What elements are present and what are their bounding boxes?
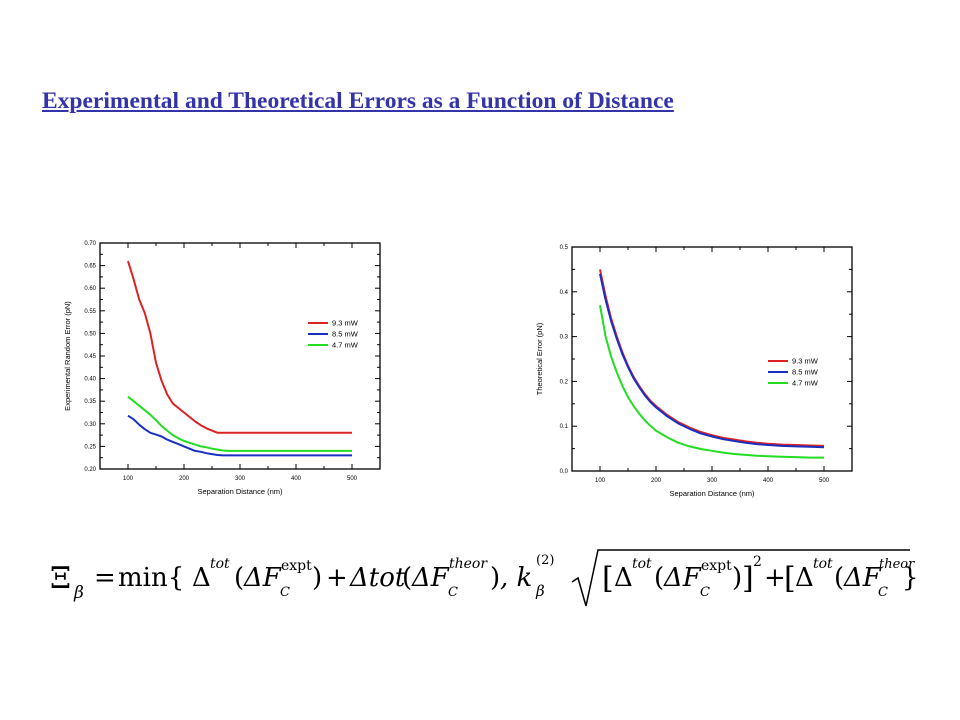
theo-x-tick-label: 400 [763,478,774,484]
page-title: Experimental and Theoretical Errors as a… [42,88,674,114]
formula-sub-c-4: C [878,585,888,600]
formula-paren-open-1: ( [234,563,244,593]
formula-tot-sup-1: tot [210,556,230,572]
exp-series-line-9-3-mw [127,260,352,434]
formula-lhs-sub: β [73,583,84,603]
theo-y-tick-label: 0.5 [560,245,569,251]
formula-lhs-symbol: Ξ [50,561,71,596]
formula-sub-c-3: C [700,585,710,600]
formula-sup-theor-2: theor [879,557,915,572]
theo-legend-label: 4.7 mW [792,379,819,388]
formula-plus-1: + [326,563,348,593]
formula-brace-close: } [902,563,919,593]
exp-x-axis-label: Separation Distance (nm) [197,487,283,496]
error-formula: Ξ β = min{ Δ tot ( ΔF C expt ) + Δtot ( … [50,549,919,607]
exp-y-tick-label: 0.20 [84,467,96,473]
theo-x-tick-label: 500 [819,478,830,484]
theo-x-axis-label: Separation Distance (nm) [669,489,755,498]
exp-series-line-4-7-mw [127,395,352,452]
formula-comma-k: , k [500,563,532,593]
formula-paren-open-4: ( [834,563,844,593]
exp-x-tick-label: 200 [179,476,190,482]
formula-paren-close-3: ) [732,563,742,593]
exp-legend-label: 4.7 mW [332,341,359,350]
formula-delta-f-1: ΔF [243,563,282,593]
formula-paren-close-1: ) [312,563,322,593]
exp-y-axis-label: Experimental Random Error (pN) [63,301,72,411]
formula-sub-c-2: C [448,585,458,600]
formula-bracket-open-2: [ [784,561,796,596]
formula-delta-1: Δ [192,563,211,593]
exp-y-tick-label: 0.40 [84,377,96,383]
formula-equals: = [94,563,116,593]
theo-y-tick-label: 0.0 [560,469,569,475]
formula-plus-2: + [764,563,786,593]
exp-x-tick-label: 500 [347,476,358,482]
formula-sup-expt-2: expt [701,558,732,574]
formula-delta-f-4: ΔF [843,563,882,593]
exp-y-tick-label: 0.30 [84,422,96,428]
exp-y-tick-label: 0.65 [84,264,96,270]
formula-bracket-close-1: ] [742,561,754,596]
theo-y-tick-label: 0.1 [560,424,569,430]
theo-x-tick-label: 300 [707,478,718,484]
formula-sub-c-1: C [280,585,290,600]
formula-k-sup: (2) [536,553,554,568]
exp-y-tick-label: 0.25 [84,444,96,450]
formula-paren-close-2: ) [490,563,500,593]
formula-delta-3: Δ [795,563,814,593]
formula-delta-f-3: ΔF [663,563,702,593]
theo-x-tick-label: 200 [651,478,662,484]
formula-tot-sup-3: tot [813,556,833,572]
formula-bracket-open-1: [ [602,561,614,596]
exp-legend-label: 8.5 mW [332,330,359,339]
formula-sup-expt-1: expt [281,558,312,574]
theo-series-line-4-7-mw [599,305,824,459]
exp-y-tick-label: 0.45 [84,354,96,360]
formula-paren-open-3: ( [654,563,664,593]
formula-delta-2: Δ [614,563,633,593]
theo-series-line-8-5-mw [599,273,825,449]
theo-y-axis-label: Theoretical Error (pN) [535,322,544,395]
formula-paren-open-2: ( [402,563,412,593]
theo-legend-label: 8.5 mW [792,368,819,377]
exp-y-tick-label: 0.35 [84,399,96,405]
theo-legend-label: 9.3 mW [792,357,819,366]
formula-delta-tot-text: Δtot [349,563,406,593]
exp-y-tick-label: 0.70 [84,241,96,247]
theoretical-error-chart: 100 200 300 400 500 0.0 0.1 0.2 0.3 0.4 0.5 Separat… [535,245,853,498]
exp-y-tick-label: 0.50 [84,331,96,337]
formula-delta-f-2: ΔF [411,563,450,593]
sqrt-radical [571,549,910,607]
experimental-error-chart: 100 200 300 400 500 0.20 0.25 0.30 0.35 0.40 0.45 0… [63,241,381,496]
theo-y-tick-label: 0.4 [560,290,569,296]
exp-y-tick-label: 0.60 [84,286,96,292]
exp-y-tick-label: 0.55 [84,309,96,315]
formula-tot-sup-2: tot [632,556,652,572]
formula-sup-theor-1: theor [449,556,488,572]
formula-min-open: min{ [118,563,184,593]
theo-x-tick-label: 100 [595,478,606,484]
exp-series-line-8-5-mw [127,414,352,457]
exp-x-tick-label: 100 [123,476,134,482]
exp-legend-label: 9.3 mW [332,319,359,328]
theo-series-line-9-3-mw [599,269,825,447]
formula-square-1: 2 [753,554,762,570]
exp-x-tick-label: 300 [235,476,246,482]
exp-x-tick-label: 400 [291,476,302,482]
theo-y-tick-label: 0.3 [560,335,569,341]
formula-k-sub: β [535,582,545,600]
theo-y-tick-label: 0.2 [560,379,569,385]
exp-plot-frame [99,242,381,470]
